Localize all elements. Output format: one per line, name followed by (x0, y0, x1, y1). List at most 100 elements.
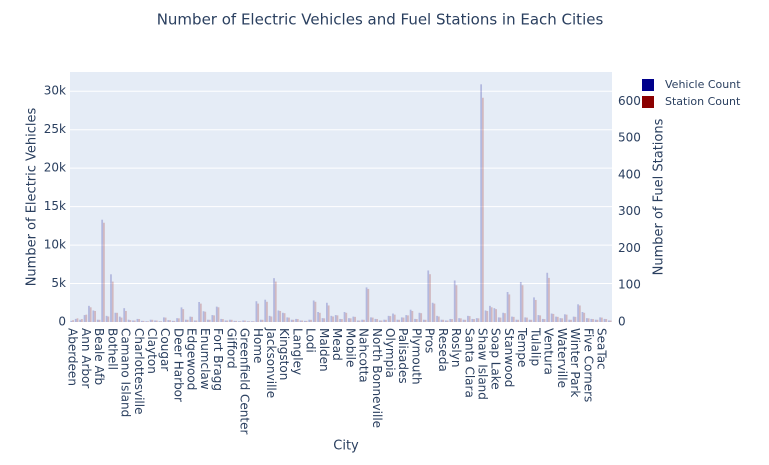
legend-label: Vehicle Count (665, 78, 741, 91)
bar (133, 320, 136, 322)
bar (565, 314, 568, 322)
bar (489, 305, 491, 322)
bar (217, 307, 220, 322)
bar (462, 319, 465, 322)
bar (326, 302, 328, 322)
bar (563, 314, 566, 322)
bar (318, 312, 321, 322)
bar (556, 316, 559, 322)
bar (568, 319, 571, 322)
x-tick-label: Greenfield Center (238, 328, 252, 435)
bar (371, 317, 374, 322)
bar (215, 306, 218, 322)
bar (180, 307, 183, 322)
bar (336, 315, 339, 322)
x-tick-label: Fort Bragg (211, 328, 225, 391)
bar (147, 321, 149, 322)
bar (603, 318, 606, 322)
bar (72, 320, 74, 322)
bar (599, 317, 601, 322)
bar (308, 319, 311, 322)
bar (176, 318, 178, 322)
bar (195, 320, 198, 322)
bar (305, 320, 308, 322)
bar (495, 309, 497, 322)
bar (530, 319, 533, 322)
bar (264, 299, 267, 322)
y-axis-title: Number of Electric Vehicles (25, 107, 40, 286)
bar (471, 318, 474, 322)
bar (277, 310, 280, 322)
x-tick-label: Tempe (515, 327, 529, 367)
bar (420, 313, 423, 322)
bar (559, 318, 562, 322)
x-tick-label: Camano Island (119, 328, 133, 417)
x-tick-label: Soap Lake (489, 328, 503, 390)
x-tick-label: Clayton (145, 328, 159, 374)
bar (182, 309, 185, 322)
bar (490, 307, 493, 322)
bar (151, 319, 154, 322)
bar (138, 319, 141, 322)
bar (345, 312, 348, 322)
bar (574, 316, 577, 322)
bar (504, 313, 506, 322)
bar (295, 318, 297, 322)
bar (418, 312, 421, 322)
bar (376, 319, 379, 322)
y2-tick-label: 200 (618, 241, 641, 255)
x-tick-label: Edgewood (185, 328, 199, 390)
bar (222, 319, 224, 322)
bar (533, 297, 535, 322)
bar (237, 321, 240, 322)
bar (177, 318, 180, 322)
bar (149, 319, 152, 322)
bar (127, 319, 130, 322)
bar (459, 318, 462, 322)
bar (88, 305, 90, 322)
x-tick-label: Enumclaw (198, 328, 212, 390)
bar (570, 319, 572, 322)
y2-tick-label: 100 (618, 278, 641, 292)
bar (105, 315, 108, 322)
bar (437, 316, 440, 322)
bar (374, 318, 377, 322)
bar (140, 320, 143, 322)
x-tick-label: Cougar (158, 328, 172, 371)
bar (396, 319, 399, 322)
bar (79, 319, 82, 322)
x-tick-label: Plymouth (409, 328, 423, 385)
bar (292, 319, 295, 322)
bar (261, 319, 264, 322)
x-tick-label: Pros (423, 328, 437, 353)
bar (477, 318, 480, 322)
bar (226, 320, 229, 322)
bar (257, 303, 260, 322)
bar (415, 319, 418, 322)
bar (411, 310, 414, 322)
y2-tick-label: 0 (618, 315, 626, 329)
bar (511, 316, 513, 322)
bar (543, 319, 546, 322)
bar (198, 302, 200, 322)
x-tick-label: Langley (290, 328, 304, 375)
bar (537, 315, 540, 322)
bar (427, 270, 430, 322)
bar (508, 294, 511, 322)
bar (173, 320, 176, 322)
bar (204, 311, 207, 322)
bar (224, 320, 227, 322)
x-tick-label: Olympia (383, 328, 397, 378)
y-tick-label: 0 (58, 315, 66, 329)
bar (475, 318, 478, 322)
bar (497, 317, 500, 322)
bar (405, 315, 408, 322)
bar (431, 302, 434, 322)
bar (160, 321, 163, 322)
bar (578, 305, 581, 322)
bar (387, 315, 390, 322)
bar (572, 316, 575, 322)
bar (94, 310, 96, 322)
bar (467, 315, 469, 322)
bar (449, 318, 452, 322)
